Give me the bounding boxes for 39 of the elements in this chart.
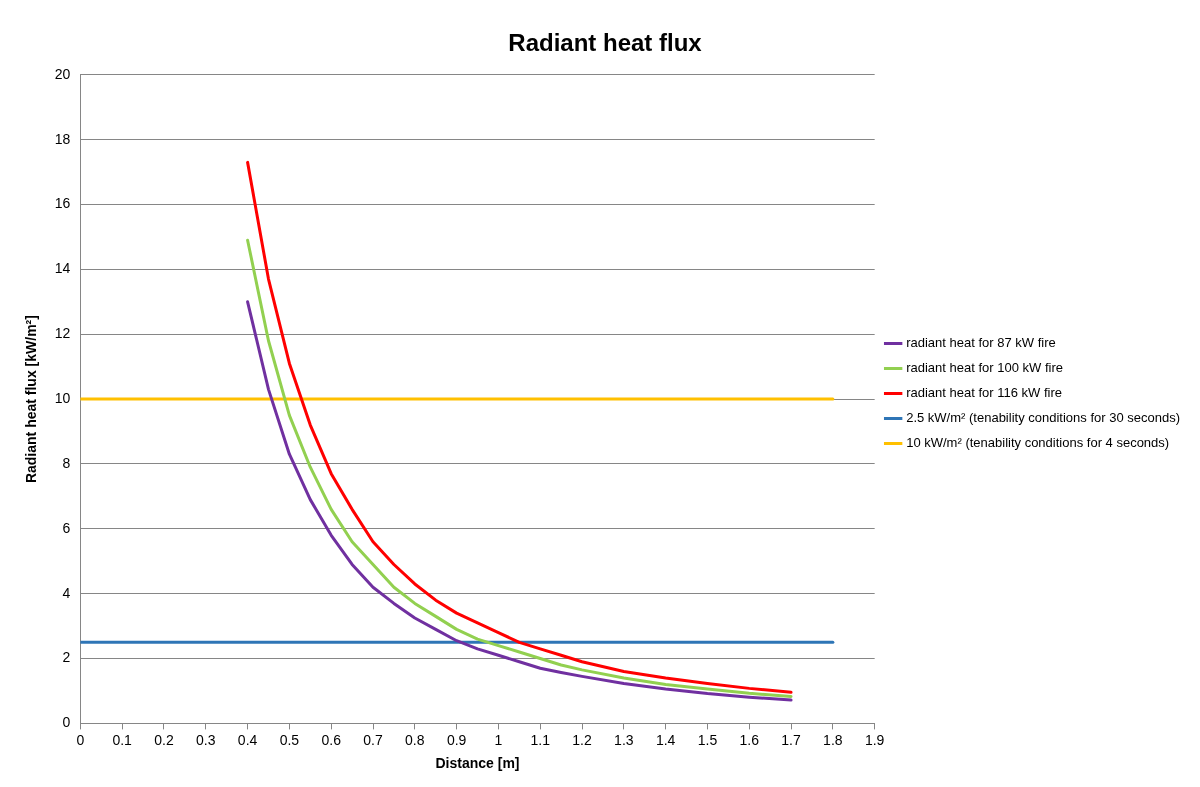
x-tick-label: 0.6 [321,731,342,748]
x-tick-label: 0.1 [112,731,133,748]
x-tick-label: 1.9 [864,731,885,748]
x-tick-label: 0.2 [154,731,174,748]
y-tick-label: 6 [62,519,71,536]
x-tick-label: 1.2 [572,731,592,748]
x-tick-label: 1.4 [655,731,676,748]
legend-label: radiant heat for 116 kW fire [906,385,1063,401]
x-tick-label: 1.6 [739,731,760,748]
legend-label: radiant heat for 87 kW fire [906,335,1056,351]
y-tick-label: 12 [54,325,71,342]
y-tick-label: 14 [54,260,71,277]
x-axis-title: Distance [m] [435,755,520,772]
x-tick-label: 0 [76,731,85,748]
y-tick-label: 16 [54,195,71,212]
x-tick-label: 0.9 [446,731,467,748]
x-tick-label: 1.1 [530,731,551,748]
y-tick-label: 20 [54,65,71,82]
legend-label: 2.5 kW/m² (tenability conditions for 30 seconds) [906,410,1181,426]
x-tick-label: 0.8 [405,731,425,748]
x-tick-label: 1.3 [614,731,634,748]
x-tick-label: 0.4 [237,731,258,748]
y-tick-label: 8 [62,454,71,471]
x-tick-label: 1.5 [697,731,718,748]
y-tick-label: 10 [54,389,71,406]
x-tick-label: 0.7 [363,731,383,748]
y-tick-label: 0 [62,714,71,731]
chart-title: Radiant heat flux [508,29,703,57]
y-tick-label: 2 [62,649,71,666]
x-tick-label: 1 [494,731,503,748]
x-tick-label: 0.3 [196,731,216,748]
x-tick-label: 1.7 [781,731,801,748]
legend-label: radiant heat for 100 kW fire [906,360,1063,376]
x-tick-label: 0.5 [279,731,300,748]
x-tick-label: 1.8 [823,731,843,748]
y-tick-label: 18 [54,130,71,147]
y-axis-title: Radiant heat flux [kW/m²] [23,315,40,484]
y-tick-label: 4 [62,584,71,601]
legend-label: 10 kW/m² (tenability conditions for 4 seconds) [906,435,1170,451]
